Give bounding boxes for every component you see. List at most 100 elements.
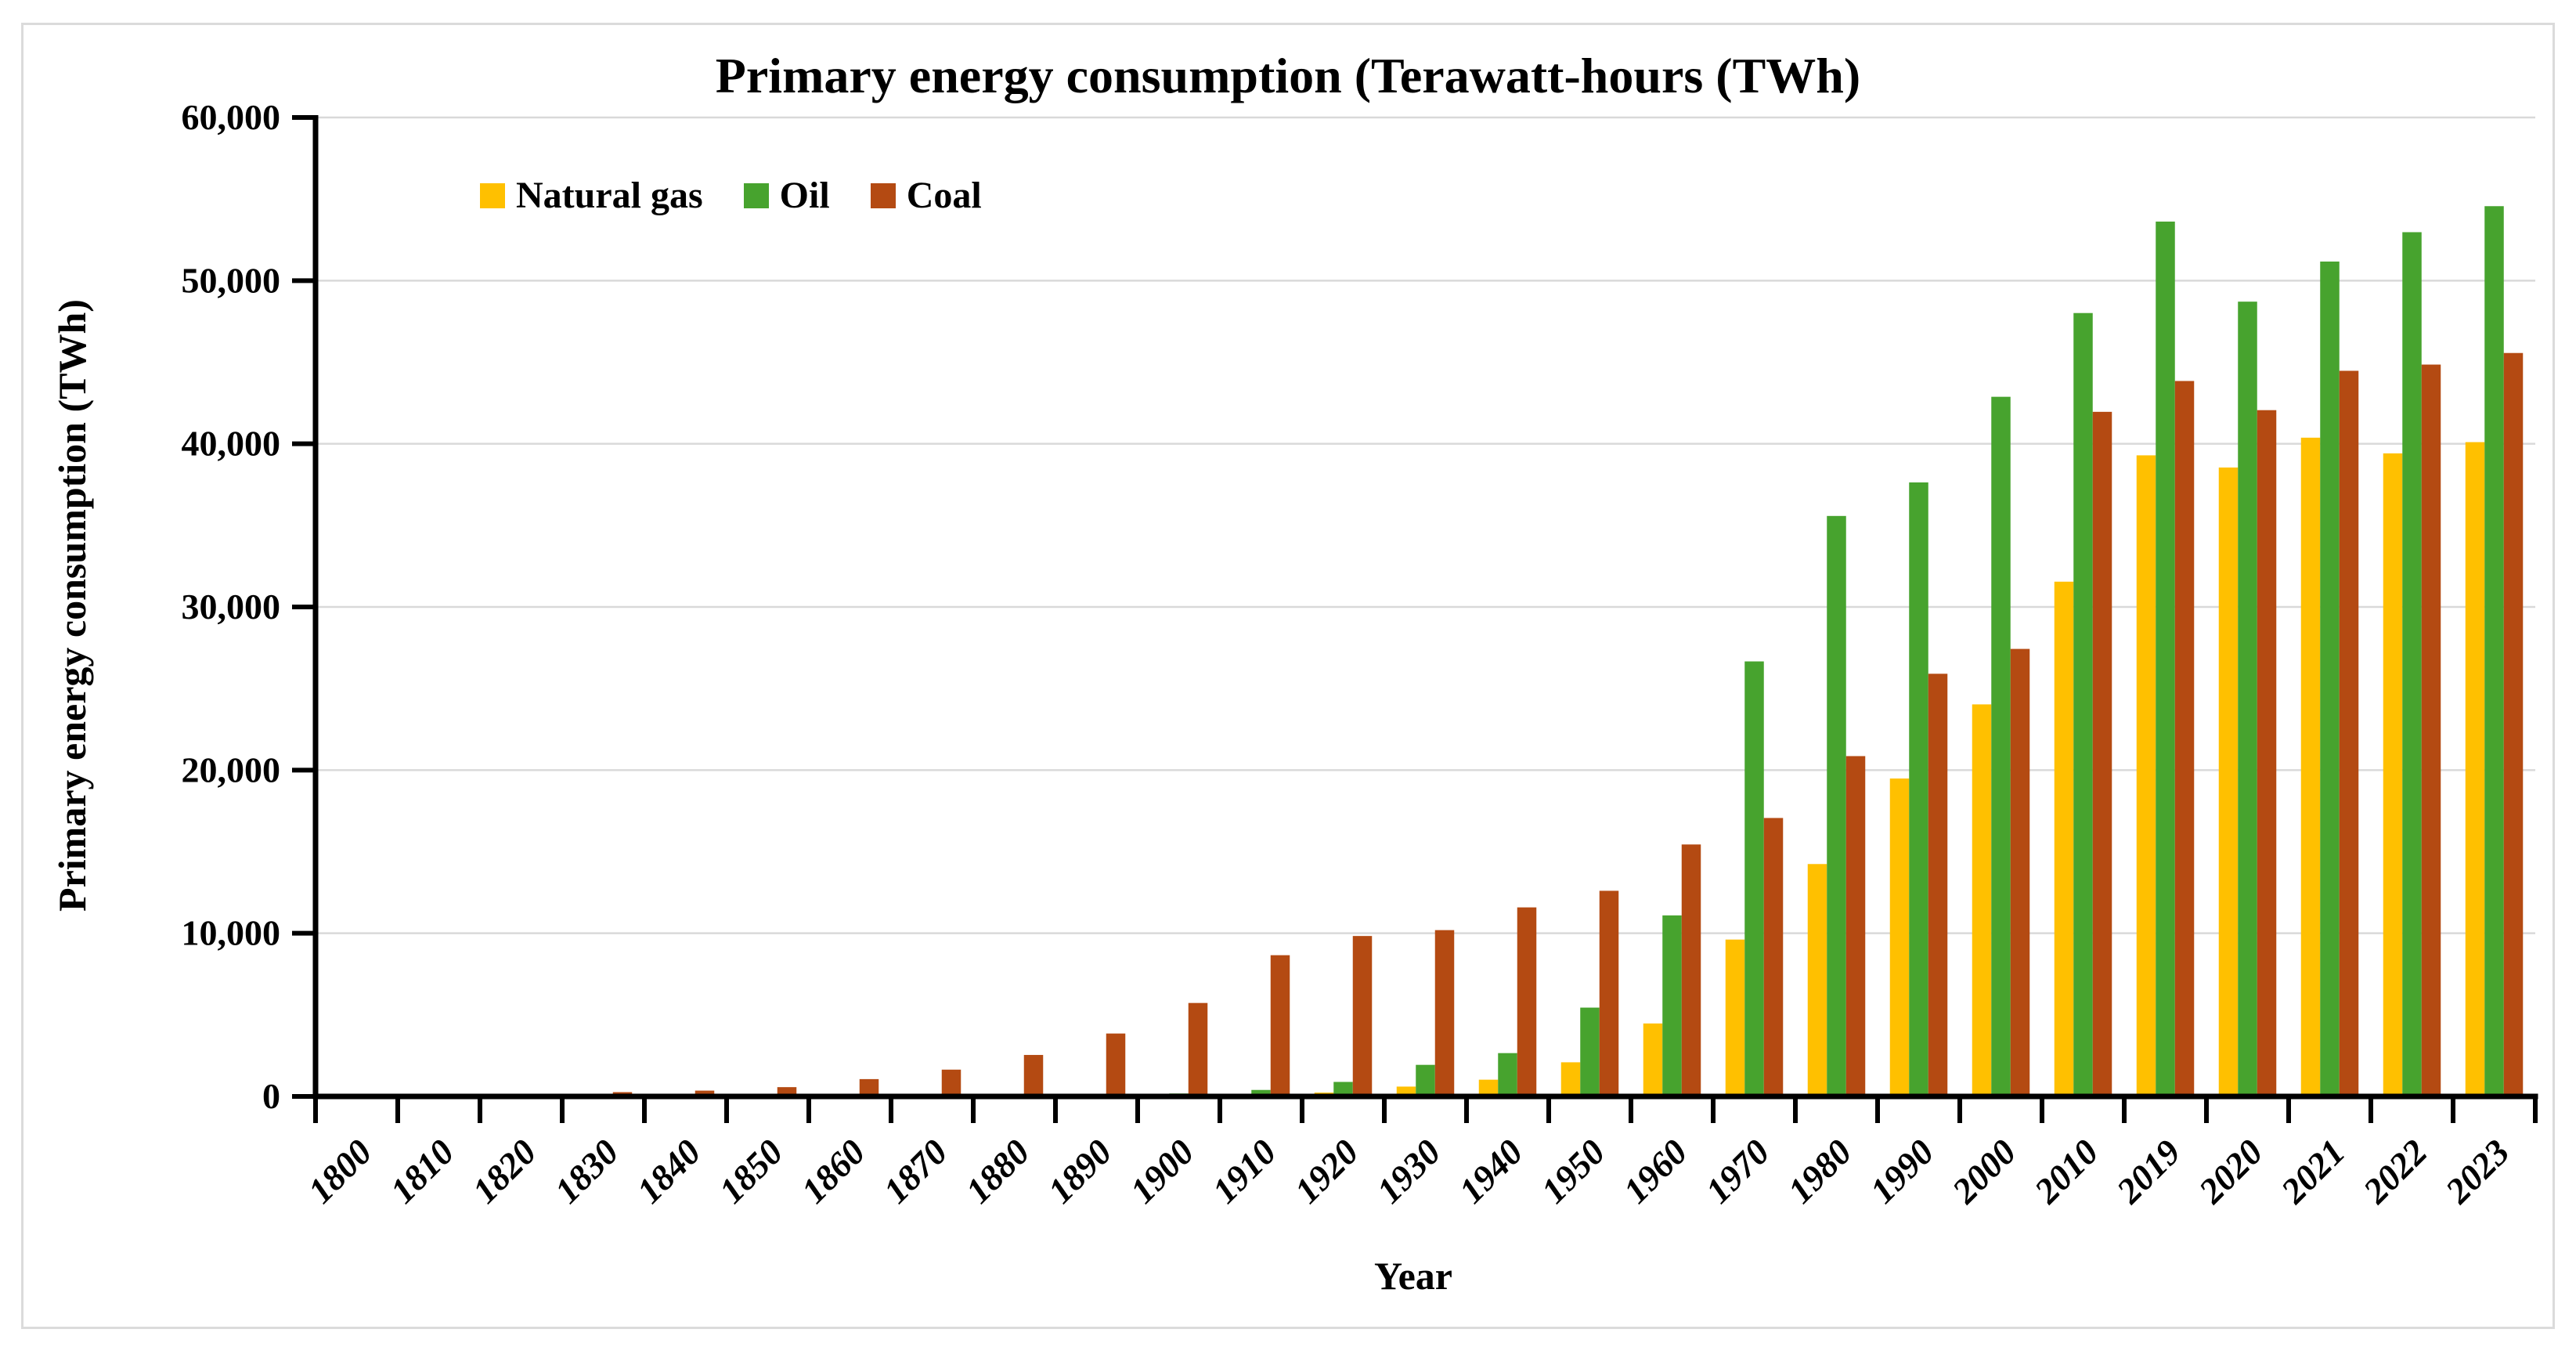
y-tick-label: 30,000 <box>182 587 281 627</box>
y-tick-label: 60,000 <box>182 97 281 137</box>
x-tick-label: 1850 <box>711 1132 790 1211</box>
x-axis-title: Year <box>1374 1254 1452 1298</box>
bar-coal-1840 <box>695 1090 715 1096</box>
x-tick-label: 1910 <box>1204 1132 1283 1211</box>
x-tick-label: 1920 <box>1286 1132 1366 1211</box>
bar-coal-2000 <box>2010 648 2030 1096</box>
bar-oil-2021 <box>2320 261 2340 1096</box>
bar-coal-1940 <box>1517 907 1537 1096</box>
x-tick-label: 1930 <box>1369 1132 1448 1211</box>
x-tick-label: 2000 <box>1944 1132 2024 1212</box>
x-tick-label: 1860 <box>793 1132 872 1211</box>
x-tick-label: 1960 <box>1615 1132 1694 1211</box>
x-tick-label: 1890 <box>1040 1132 1119 1211</box>
bar-coal-2019 <box>2174 381 2195 1097</box>
x-tick-label: 1970 <box>1697 1132 1777 1211</box>
bar-natural-gas-2000 <box>1972 704 1992 1096</box>
bar-natural-gas-1970 <box>1725 939 1745 1096</box>
bar-natural-gas-2020 <box>2218 467 2239 1096</box>
bar-coal-1950 <box>1599 890 1619 1096</box>
legend-label: Natural gas <box>516 175 703 216</box>
bar-oil-1970 <box>1744 661 1764 1096</box>
x-tick-label: 1950 <box>1533 1132 1612 1211</box>
legend-label: Coal <box>906 175 982 216</box>
legend-item-oil: Oil <box>743 174 830 217</box>
bar-coal-2023 <box>2503 352 2524 1097</box>
x-tick-label: 1900 <box>1122 1132 1201 1211</box>
bar-coal-1920 <box>1352 936 1373 1096</box>
y-axis-title: Primary energy consumption (TWh) <box>50 299 94 912</box>
bar-oil-2000 <box>1991 396 2011 1096</box>
bar-oil-1940 <box>1498 1053 1517 1096</box>
bar-oil-1960 <box>1662 915 1682 1096</box>
bar-oil-1920 <box>1333 1082 1353 1096</box>
x-tick-label: 1810 <box>382 1132 461 1211</box>
legend-swatch-oil <box>743 182 769 208</box>
y-tick-label: 10,000 <box>182 913 281 953</box>
bar-oil-2019 <box>2156 221 2175 1097</box>
bar-oil-1910 <box>1251 1089 1271 1096</box>
x-tick-label: 1880 <box>958 1132 1037 1211</box>
bar-coal-1890 <box>1106 1033 1126 1096</box>
bar-coal-1860 <box>859 1078 879 1096</box>
bar-oil-2022 <box>2402 232 2422 1096</box>
bar-oil-1990 <box>1909 482 1928 1096</box>
bar-coal-2021 <box>2339 370 2359 1097</box>
x-tick-label: 1940 <box>1451 1132 1530 1211</box>
bar-coal-1930 <box>1434 930 1455 1096</box>
bar-coal-1850 <box>777 1087 797 1096</box>
x-tick-label: 2010 <box>2026 1132 2106 1212</box>
bar-oil-2010 <box>2073 312 2093 1096</box>
x-tick-label: 1990 <box>1862 1132 1941 1211</box>
bar-natural-gas-1990 <box>1889 778 1910 1096</box>
y-tick-label: 40,000 <box>182 424 281 464</box>
bar-natural-gas-1940 <box>1478 1079 1499 1096</box>
bar-coal-1960 <box>1681 844 1701 1096</box>
bar-coal-1910 <box>1270 955 1290 1096</box>
legend: Natural gas Oil Coal <box>480 174 982 217</box>
bar-coal-2020 <box>2257 410 2277 1096</box>
legend-label: Oil <box>779 175 830 216</box>
y-tick-label: 50,000 <box>182 260 281 300</box>
x-tick-label: 1830 <box>547 1132 626 1211</box>
bar-oil-1930 <box>1416 1064 1435 1096</box>
legend-item-natural-gas: Natural gas <box>480 174 703 217</box>
bar-coal-1880 <box>1023 1055 1044 1096</box>
bar-oil-2020 <box>2238 302 2257 1097</box>
x-tick-label: 1800 <box>300 1132 379 1211</box>
y-tick-label: 0 <box>262 1076 280 1116</box>
x-tick-label: 1870 <box>875 1132 954 1211</box>
y-tick-label: 20,000 <box>182 749 281 789</box>
bar-oil-2023 <box>2484 206 2504 1096</box>
x-tick-label: 2020 <box>2191 1132 2271 1212</box>
bar-coal-1870 <box>941 1069 961 1096</box>
bar-natural-gas-2010 <box>2054 581 2074 1096</box>
x-tick-label: 2022 <box>2355 1132 2435 1212</box>
bar-coal-1990 <box>1928 674 1948 1096</box>
bar-coal-1900 <box>1188 1002 1208 1096</box>
x-tick-label: 1820 <box>464 1132 543 1211</box>
bar-natural-gas-2021 <box>2300 437 2321 1096</box>
bar-coal-2010 <box>2092 411 2112 1096</box>
x-tick-label: 1840 <box>629 1132 708 1211</box>
bar-natural-gas-1980 <box>1807 864 1827 1096</box>
bar-coal-2022 <box>2421 364 2441 1096</box>
bar-coal-1970 <box>1763 818 1784 1096</box>
x-tick-label: 2019 <box>2109 1132 2188 1212</box>
x-tick-label: 2023 <box>2437 1132 2517 1212</box>
bar-oil-1980 <box>1827 515 1846 1096</box>
bar-natural-gas-1950 <box>1560 1062 1581 1096</box>
legend-swatch-coal <box>870 182 896 208</box>
chart-frame <box>21 23 2555 1329</box>
bar-coal-1980 <box>1845 756 1866 1096</box>
bar-natural-gas-2023 <box>2465 442 2485 1096</box>
x-tick-label: 1980 <box>1780 1132 1859 1211</box>
legend-swatch-natural-gas <box>480 182 505 208</box>
bar-natural-gas-2022 <box>2383 453 2403 1096</box>
chart-title: Primary energy consumption (Terawatt-hou… <box>715 48 1861 103</box>
bar-natural-gas-2019 <box>2136 455 2156 1096</box>
legend-item-coal: Coal <box>870 174 982 217</box>
x-tick-label: 2021 <box>2273 1132 2353 1212</box>
bar-natural-gas-1960 <box>1643 1023 1663 1096</box>
